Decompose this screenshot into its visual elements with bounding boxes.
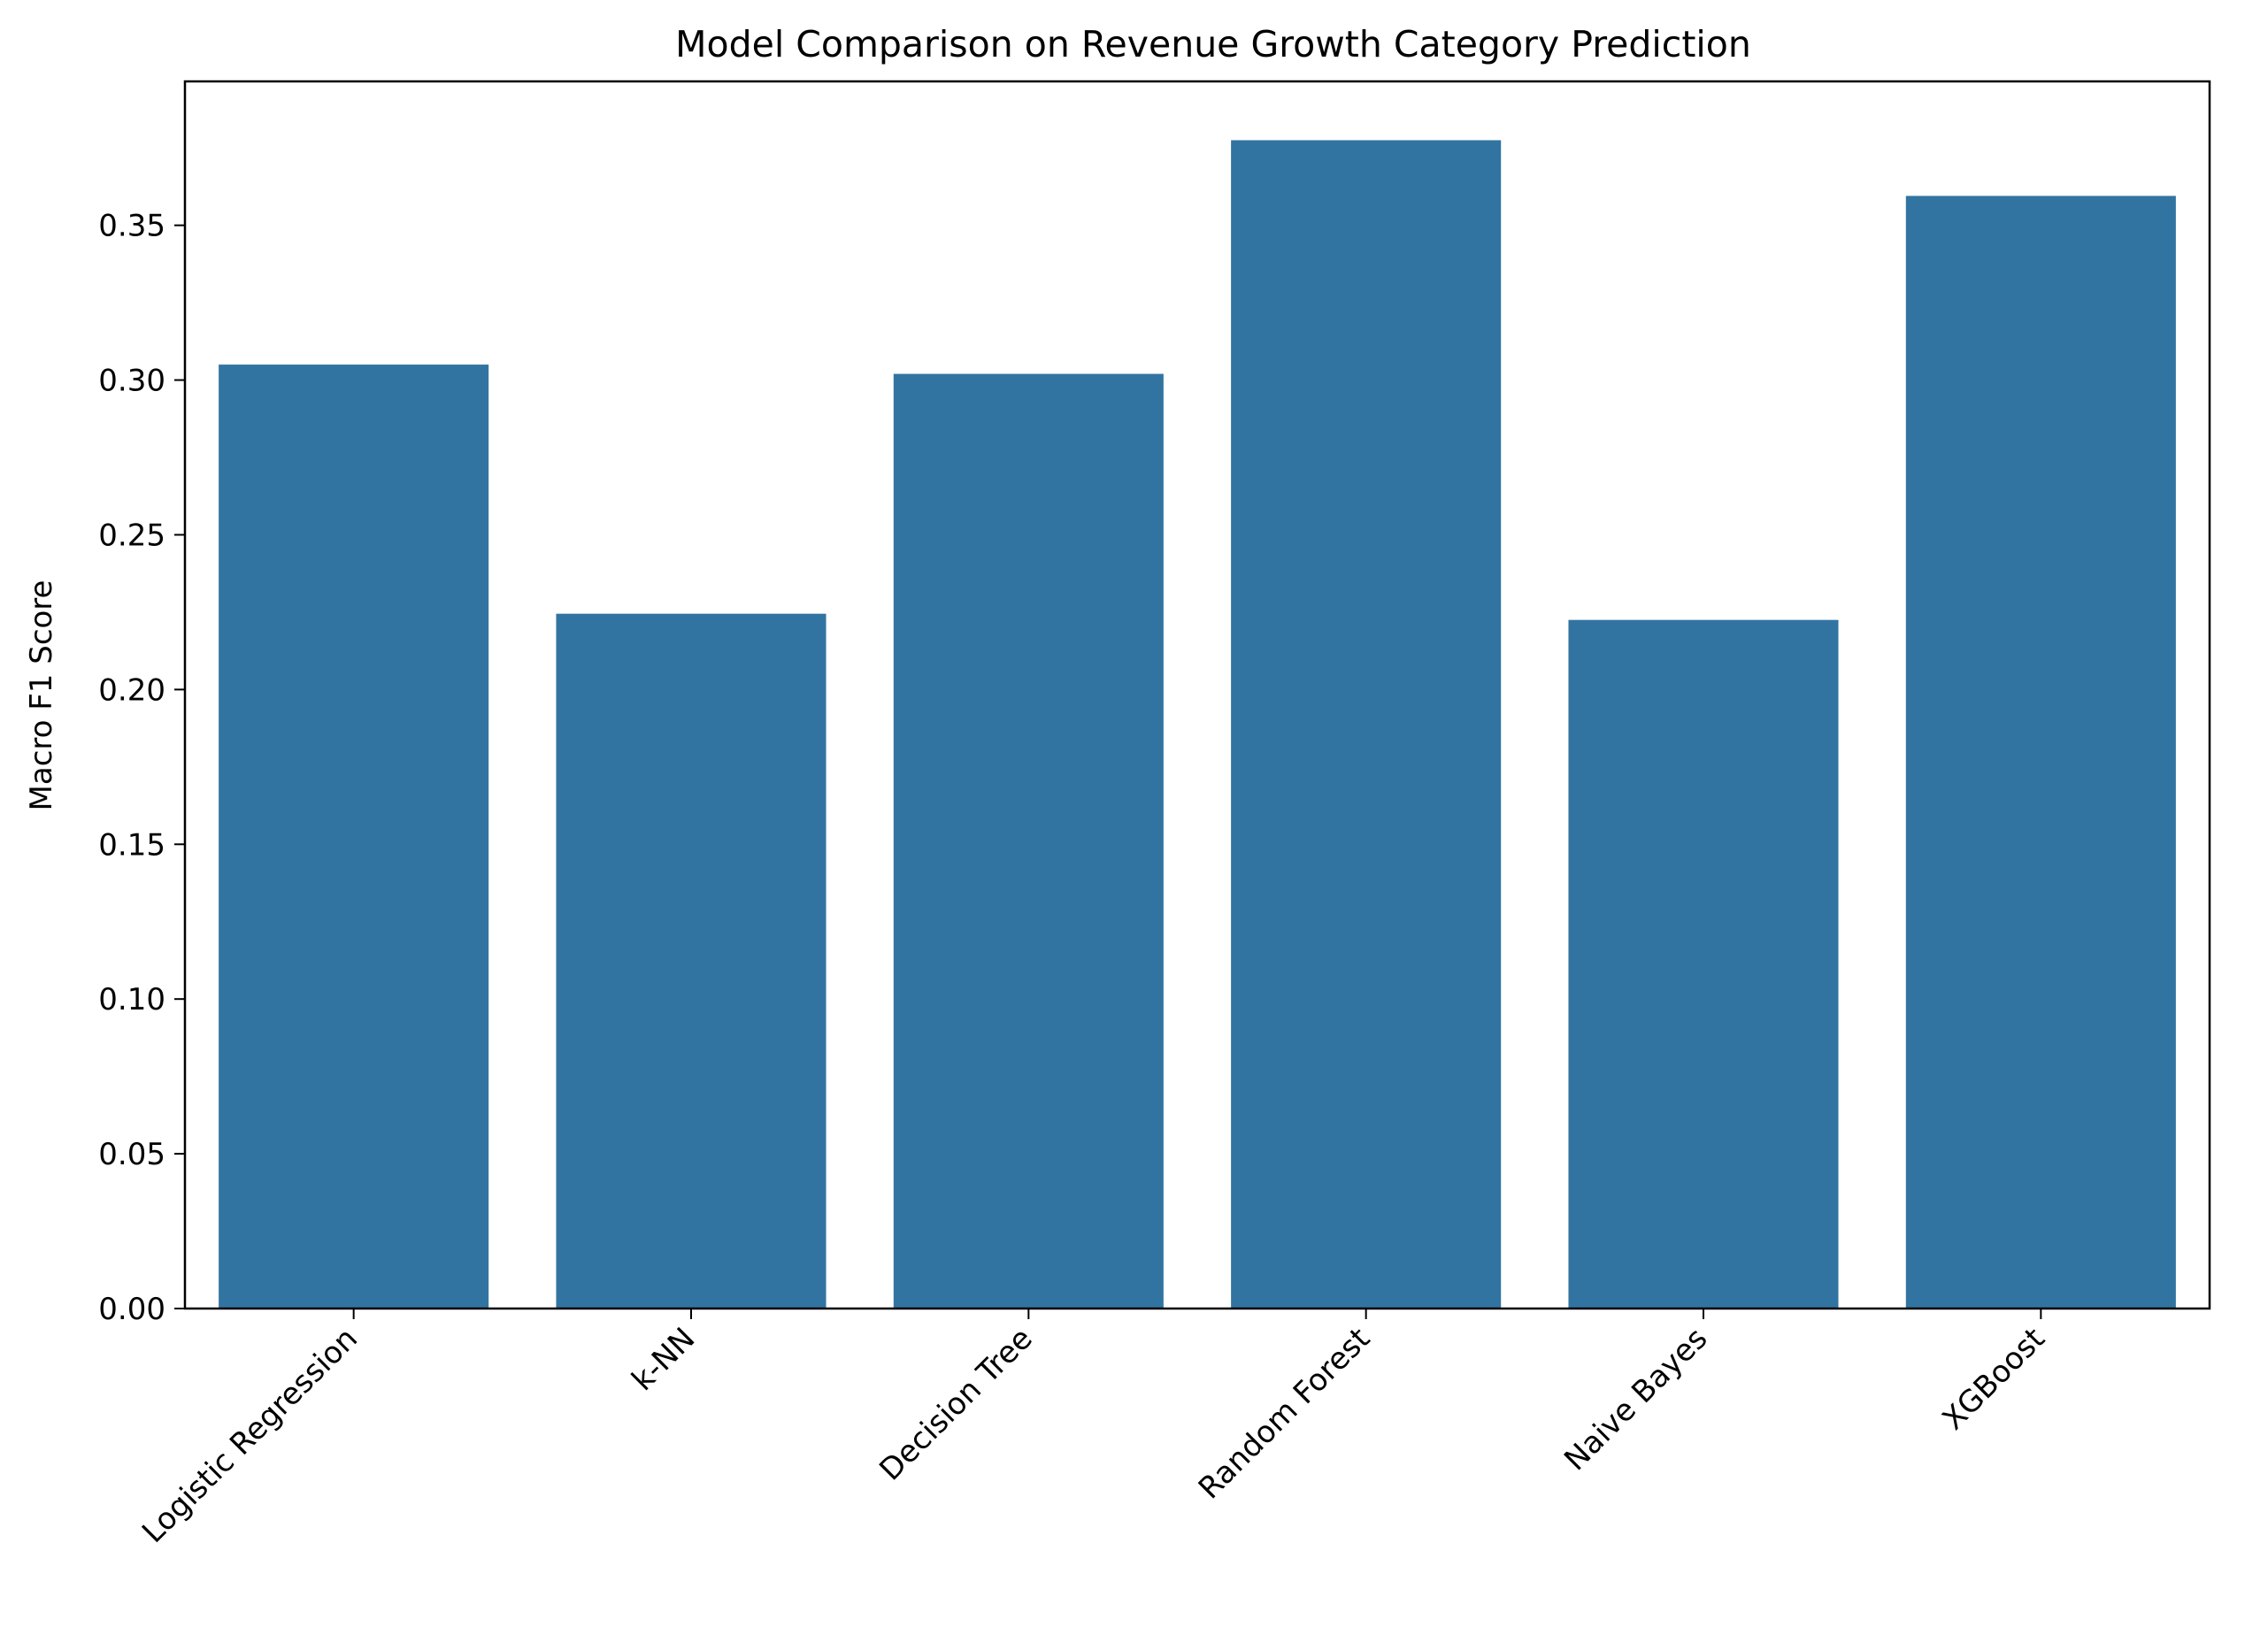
y-tick-label: 0.00 [98,1292,165,1327]
bar-naive-bayes [1568,619,1839,1309]
axes-frame [183,80,2211,1310]
bar-logistic-regression [219,365,489,1309]
y-tick-label: 0.10 [98,982,165,1017]
y-tick-label: 0.35 [98,209,165,244]
y-tick-label: 0.25 [98,518,165,553]
bar-random-forest [1231,140,1502,1309]
y-tick-label: 0.05 [98,1137,165,1172]
bar-xgboost [1905,196,2176,1309]
y-axis-label: Macro F1 Score [24,580,59,811]
bar-k-nn [556,613,826,1309]
bar-decision-tree [893,373,1164,1309]
chart-title: Model Comparison on Revenue Growth Categ… [675,23,1751,65]
y-tick-label: 0.20 [98,672,165,708]
y-tick-label: 0.15 [98,827,165,863]
y-tick-label: 0.30 [98,364,165,399]
